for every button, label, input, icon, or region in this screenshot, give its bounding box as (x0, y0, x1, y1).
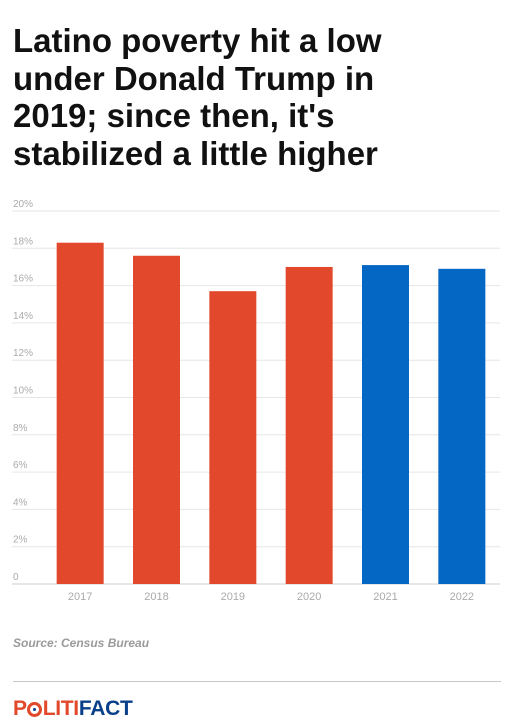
x-tick-label: 2021 (373, 591, 397, 603)
bar-chart: 0 2% 4% 6% 8% 10% 12% 14% 16% 18% 20% 2017 2018 2019 2… (12, 199, 500, 603)
title-line-2: under Donald Trump in (13, 59, 375, 97)
title-line-4: stabilized a little higher (13, 134, 378, 172)
politifact-logo: P LITI FACT (13, 697, 133, 721)
bar-2018 (133, 255, 180, 584)
y-tick-label: 6% (13, 460, 28, 471)
y-tick-label: 8% (13, 423, 28, 434)
x-tick-label: 2019 (221, 591, 245, 603)
y-tick-label: 0 (13, 572, 19, 583)
logo-fact: FACT (78, 697, 133, 720)
y-tick-label: 2% (13, 535, 28, 546)
bar-2020 (285, 266, 333, 584)
title-line-3: 2019; since then, it's (13, 97, 335, 134)
y-tick-label: 14% (13, 311, 33, 322)
y-tick-label: 16% (13, 274, 33, 285)
title-line-1: Latino poverty hit a low (13, 22, 382, 59)
x-tick-label: 2017 (68, 591, 92, 603)
chart-title: Latino poverty hit a low under Donald Tr… (13, 22, 508, 172)
logo-o-icon (27, 701, 43, 717)
logo-p: P (13, 697, 27, 720)
y-tick-label: 18% (13, 236, 33, 247)
x-tick-label: 2020 (297, 591, 321, 603)
y-tick-label: 12% (13, 348, 33, 359)
bar-2021 (362, 265, 409, 584)
y-tick-label: 20% (13, 199, 33, 210)
x-tick-label: 2018 (144, 591, 168, 603)
bar-2017 (56, 242, 104, 584)
y-tick-label: 4% (13, 497, 28, 508)
bar-2019 (209, 291, 257, 584)
bar-2022 (438, 268, 486, 584)
source-note: Source: Census Bureau (13, 636, 150, 650)
divider (13, 681, 501, 682)
x-tick-label: 2022 (450, 591, 474, 603)
logo-liti: LITI (42, 697, 79, 720)
y-tick-label: 10% (13, 386, 33, 397)
